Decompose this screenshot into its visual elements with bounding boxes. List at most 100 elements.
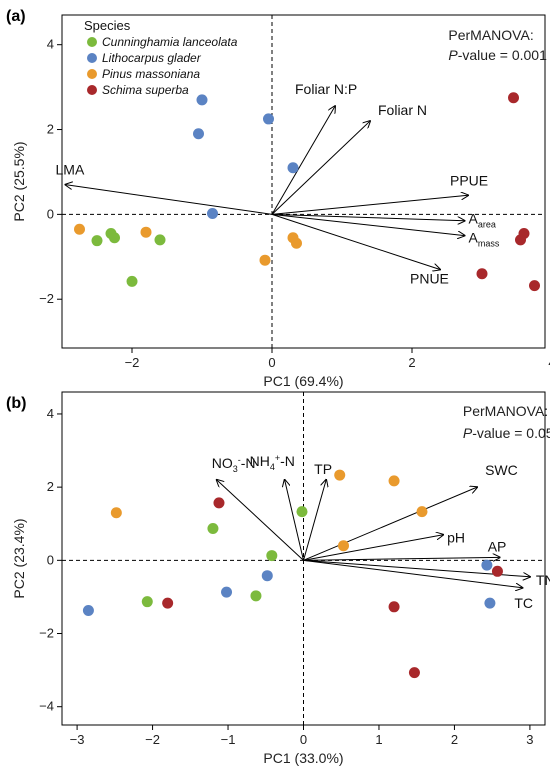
panel-b-xtick-label: −2 xyxy=(145,732,160,747)
panel-a-loading-foliar-n-arrow xyxy=(271,121,370,215)
panel-a-ytick-label: 2 xyxy=(47,122,54,137)
panel-b-point-schima-superba-5 xyxy=(408,667,420,679)
panel-a-loading-pnue-arrow xyxy=(271,213,440,269)
panel-a-loading-foliar-n-p-label: Foliar N:P xyxy=(295,81,357,97)
panel-a-point-cunninghamia-lanceolata-1 xyxy=(91,235,103,247)
panel-b-xtick-label: −3 xyxy=(70,732,85,747)
panel-b-ytick-label: 2 xyxy=(47,479,54,494)
panel-a-point-schima-superba-3 xyxy=(515,234,526,246)
panel-a-xtick-label: 2 xyxy=(408,355,415,370)
panel-b-point-cunninghamia-lanceolata-1 xyxy=(296,506,308,518)
panel-a-loading-foliar-n-p-arrow xyxy=(271,106,335,215)
panel-a-legend-label-schima-superba: Schima superba xyxy=(102,83,189,97)
panel-a-point-lithocarpus-glader-2 xyxy=(193,128,204,140)
panel-b-loading-no3-n-label: NO3--N xyxy=(212,455,256,474)
panel-a-xtick-label: −2 xyxy=(125,355,140,370)
panel-b-ytick-label: 0 xyxy=(47,552,54,567)
panel-b-letter: (b) xyxy=(6,395,26,412)
panel-a-point-schima-superba-1 xyxy=(508,92,519,104)
panel-b-permanova-pvalue: P-value = 0.05 xyxy=(463,425,550,441)
panel-b-xtick-label: −1 xyxy=(221,732,236,747)
panel-a-x-axis-label: PC1 (69.4%) xyxy=(263,373,343,389)
panel-a-legend-label-pinus-massoniana: Pinus massoniana xyxy=(102,67,200,81)
panel-b-point-schima-superba-1 xyxy=(213,497,225,509)
panel-b-loading-nh4-n-arrow xyxy=(285,480,304,561)
panel-a: (a) −2 0 2 4 −2 0 2 4 PC1 (69.4%) PC2 (25.5%) PerMA… xyxy=(6,8,550,389)
panel-a-plot-frame xyxy=(61,14,546,349)
panel-a-loading-aarea-arrow xyxy=(271,213,465,220)
panel-a-legend: Species Cunninghamia lanceolata Lithocarpu… xyxy=(84,18,238,97)
panel-a-point-pinus-massoniana-5 xyxy=(291,237,302,249)
panel-a-point-schima-superba-5 xyxy=(476,268,488,280)
panel-b-point-cunninghamia-lanceolata-5 xyxy=(250,590,262,602)
panel-b-loading-tp-arrow xyxy=(303,480,327,561)
panel-a-permanova-title: PerMANOVA: xyxy=(448,27,533,43)
panel-a-legend-label-lithocarpus-glader: Lithocarpus glader xyxy=(102,51,202,65)
panel-b-point-lithocarpus-glader-5 xyxy=(484,597,496,609)
panel-a-ytick-label: 0 xyxy=(47,206,54,221)
panel-a-loading-aarea-label: Aarea xyxy=(469,211,496,230)
panel-a-letter: (a) xyxy=(6,8,26,25)
panel-a-loading-lma-arrow xyxy=(66,185,273,215)
panel-b-loading-tc-label: TC xyxy=(514,595,533,611)
panel-a-legend-swatch-cunninghamia-lanceolata xyxy=(87,37,97,47)
panel-a-legend-label-cunninghamia-lanceolata: Cunninghamia lanceolata xyxy=(102,35,238,49)
panel-a-permanova-pvalue: P-value = 0.001 xyxy=(448,47,547,63)
panel-a-point-lithocarpus-glader-5 xyxy=(207,208,218,220)
panel-b-loading-ap-label: AP xyxy=(488,538,507,554)
panel-b-loading-ph-label: pH xyxy=(447,530,465,546)
panel-b-point-pinus-massoniana-4 xyxy=(416,506,428,518)
panel-a-point-lithocarpus-glader-3 xyxy=(263,113,274,125)
panel-a-xtick-label: 0 xyxy=(268,355,275,370)
panel-a-legend-title: Species xyxy=(84,18,131,33)
panel-b-ytick-label: −4 xyxy=(39,699,54,714)
panel-b-loading-swc-arrow xyxy=(303,487,478,561)
panel-b-point-schima-superba-3 xyxy=(388,601,400,613)
panel-b-point-lithocarpus-glader-1 xyxy=(82,604,94,616)
panel-b-point-pinus-massoniana-2 xyxy=(334,469,346,481)
panel-b-loading-tc-arrow xyxy=(303,559,523,587)
panel-a-point-cunninghamia-lanceolata-4 xyxy=(154,234,166,246)
panel-b-permanova-title: PerMANOVA: xyxy=(463,403,548,419)
panel-a-loading-amass-arrow xyxy=(271,213,465,235)
panel-a-loading-ppue-arrow xyxy=(271,195,468,215)
panel-a-loading-amass-label: Amass xyxy=(469,230,500,249)
panel-a-point-lithocarpus-glader-4 xyxy=(287,162,299,174)
panel-b-loading-tn-label: TN xyxy=(536,572,550,588)
panel-a-loading-foliar-n-label: Foliar N xyxy=(378,102,427,118)
panel-a-ytick-label: −2 xyxy=(39,291,54,306)
panel-b-loading-ap-arrow xyxy=(303,557,500,560)
panel-a-point-pinus-massoniana-2 xyxy=(140,226,152,238)
panel-a-point-cunninghamia-lanceolata-5 xyxy=(126,275,138,287)
panel-a-point-cunninghamia-lanceolata-3 xyxy=(109,232,120,244)
panel-a-loading-ppue-label: PPUE xyxy=(450,172,488,188)
panel-a-point-schima-superba-4 xyxy=(529,280,540,292)
panel-a-point-lithocarpus-glader-1 xyxy=(196,94,208,106)
panel-b-point-cunninghamia-lanceolata-3 xyxy=(266,550,278,562)
panel-a-loading-pnue-label: PNUE xyxy=(410,271,449,287)
panel-b-x-axis-label: PC1 (33.0%) xyxy=(263,750,343,766)
panel-b-point-pinus-massoniana-3 xyxy=(388,475,400,487)
panel-b-y-axis-label: PC2 (23.4%) xyxy=(11,518,27,598)
panel-b-loading-tn-arrow xyxy=(303,559,530,576)
panel-b-point-cunninghamia-lanceolata-2 xyxy=(207,522,219,534)
panel-b-ytick-label: 4 xyxy=(47,406,54,421)
panel-a-xtick-label: 4 xyxy=(548,355,550,370)
panel-b-point-cunninghamia-lanceolata-4 xyxy=(141,596,153,608)
panel-a-legend-swatch-schima-superba xyxy=(87,85,97,95)
panel-b-loading-tp-label: TP xyxy=(314,461,332,477)
panel-b-point-pinus-massoniana-5 xyxy=(337,540,349,552)
panel-b-xtick-label: 1 xyxy=(375,732,382,747)
panel-b-loading-ph-arrow xyxy=(303,535,444,561)
panel-b-point-lithocarpus-glader-4 xyxy=(481,559,493,571)
panel-a-ytick-label: 4 xyxy=(47,37,54,52)
panel-a-loading-lma-label: LMA xyxy=(56,162,85,178)
panel-b-point-lithocarpus-glader-3 xyxy=(261,570,273,582)
panel-b-point-schima-superba-4 xyxy=(491,565,503,577)
panel-b-xtick-label: 3 xyxy=(526,732,533,747)
panel-b-point-lithocarpus-glader-2 xyxy=(221,586,233,598)
panel-b: (b) −3 −2 −1 0 1 2 3 −4 −2 0 2 4 PC1 (33.0%) PC2 (23.4… xyxy=(6,391,550,766)
panel-a-legend-swatch-lithocarpus-glader xyxy=(87,53,97,63)
panel-b-loading-swc-label: SWC xyxy=(485,462,518,478)
